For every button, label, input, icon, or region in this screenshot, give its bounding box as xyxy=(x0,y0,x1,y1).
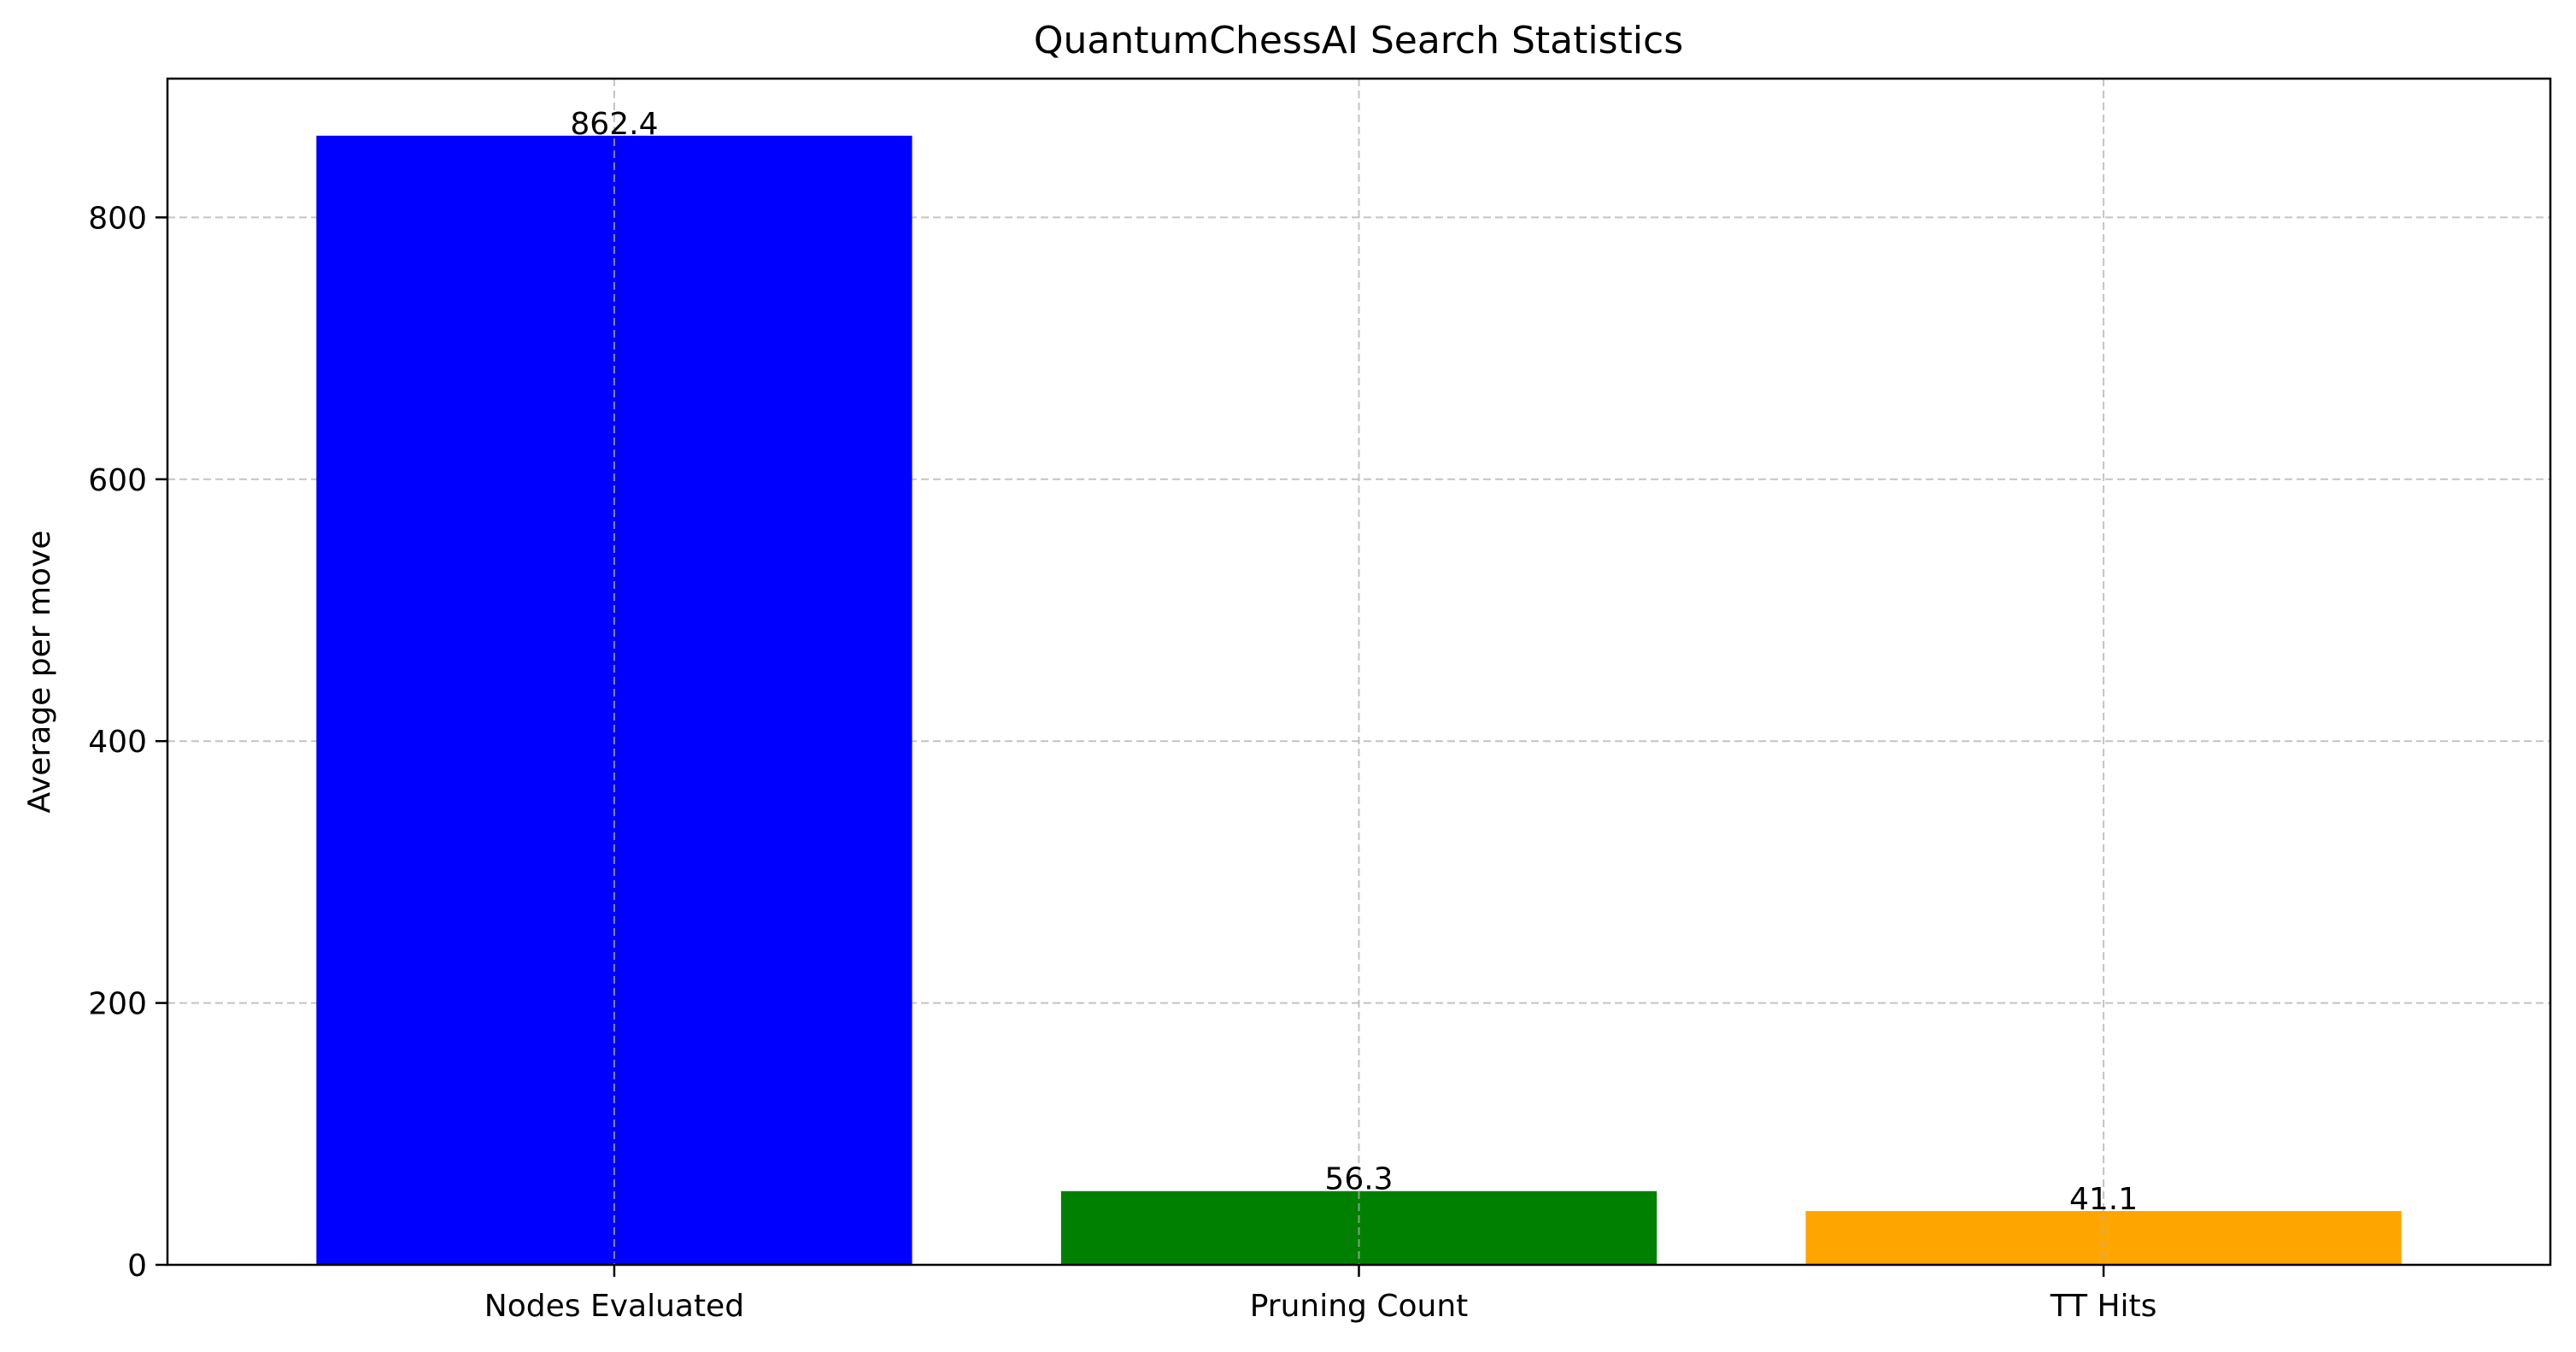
y-ticks: 0 200 400 600 800 xyxy=(88,201,167,1284)
x-tick-label: TT Hits xyxy=(2050,1289,2157,1324)
y-tick-label: 400 xyxy=(88,725,147,760)
bar-value-label: 862.4 xyxy=(570,107,658,142)
bar-nodes-evaluated xyxy=(316,135,912,1266)
y-tick-label: 0 xyxy=(127,1249,147,1284)
x-tick-label: Pruning Count xyxy=(1250,1289,1469,1324)
x-ticks: Nodes Evaluated Pruning Count TT Hits xyxy=(484,1265,2157,1324)
chart-title: QuantumChessAI Search Statistics xyxy=(1034,19,1683,62)
y-tick-label: 600 xyxy=(88,463,147,498)
y-tick-label: 800 xyxy=(88,201,147,236)
vertical-grid-lines xyxy=(613,79,2105,1265)
x-tick-label: Nodes Evaluated xyxy=(484,1289,744,1324)
bar-value-label: 41.1 xyxy=(2069,1182,2138,1217)
value-labels: 862.4 56.3 41.1 xyxy=(570,107,2138,1217)
y-tick-label: 200 xyxy=(88,987,147,1022)
y-axis-label: Average per move xyxy=(22,530,57,813)
bar-value-label: 56.3 xyxy=(1324,1162,1393,1197)
